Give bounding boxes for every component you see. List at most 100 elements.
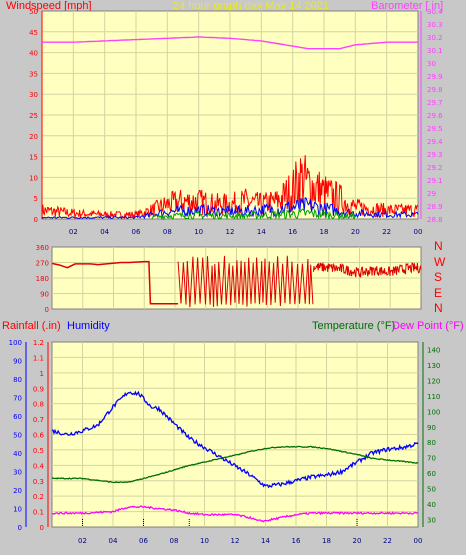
baro-y-tick: 30.4: [427, 8, 443, 16]
wind-y-tick: 45: [29, 29, 38, 37]
dew-point-label: Dew Point (°F): [392, 320, 464, 332]
temp-y-tick: 30: [427, 516, 436, 524]
compass-n-top: N: [434, 239, 443, 253]
th-x-tick: 16: [292, 537, 301, 545]
temp-y-tick: 130: [427, 362, 440, 370]
humidity-y-tick: 40: [13, 450, 22, 458]
wind-x-tick: 20: [351, 228, 360, 236]
direction-chart: 0 90 180 270 360: [36, 244, 422, 314]
rain-y-tick: 0.8: [33, 401, 44, 409]
temp-y-tick: 80: [427, 439, 436, 447]
temp-y-tick: 60: [427, 470, 436, 478]
baro-y-tick: 30: [427, 60, 436, 68]
wind-chart: 0 5 10 15 20 25 30 35 40 45 50 02 04 06 08 10 12 14 16 18 20…: [29, 8, 443, 236]
wind-x-tick: 12: [226, 228, 235, 236]
baro-y-tick: 30.2: [427, 34, 443, 42]
direction-y-tick: 180: [36, 275, 49, 283]
dew-point-series: [52, 505, 419, 523]
wind-x-tick: 22: [382, 228, 391, 236]
direction-y-tick: 360: [36, 244, 49, 252]
temp-y-tick: 120: [427, 378, 440, 386]
baro-y-tick: 29.9: [427, 73, 443, 81]
th-x-tick: 22: [383, 537, 392, 545]
rain-y-tick: 1: [40, 370, 44, 378]
th-x-tick: 14: [261, 537, 270, 545]
humidity-y-tick: 10: [13, 506, 22, 514]
baro-y-tick: 29: [427, 190, 436, 198]
wind-y-tick: 35: [29, 70, 38, 78]
rain-y-tick: 0.1: [33, 509, 44, 517]
rain-y-tick: 0.4: [33, 462, 45, 470]
temp-y-tick: 70: [427, 455, 436, 463]
temp-y-tick: 40: [427, 501, 436, 509]
humidity-y-tick: 90: [13, 358, 22, 366]
baro-y-tick: 29.6: [427, 112, 443, 120]
th-x-tick: 04: [109, 537, 118, 545]
compass-s: S: [434, 270, 443, 284]
temp-y-tick: 100: [427, 408, 440, 416]
baro-y-tick: 28.9: [427, 203, 443, 211]
temp-y-tick: 90: [427, 424, 436, 432]
wind-x-tick: 14: [257, 228, 266, 236]
wind-y-tick: 10: [29, 174, 38, 182]
barometer-title: Barometer [ in]: [371, 0, 444, 12]
wind-x-tick: 04: [100, 228, 109, 236]
rainfall-label: Rainfall (.in): [2, 320, 61, 332]
baro-y-tick: 29.5: [427, 125, 443, 133]
th-x-tick: 20: [353, 537, 362, 545]
wind-y-tick: 40: [29, 50, 38, 58]
humidity-y-tick: 0: [18, 524, 22, 532]
baro-y-tick: 29.2: [427, 164, 443, 172]
rain-y-tick: 0.5: [33, 447, 44, 455]
humidity-y-tick: 30: [13, 469, 22, 477]
direction-y-tick: 270: [36, 260, 49, 268]
rain-y-tick: 0.7: [33, 416, 44, 424]
windspeed-title: Windspeed [mph]: [6, 0, 92, 12]
wind-y-tick: 30: [29, 91, 38, 99]
rain-y-tick: 1.2: [33, 339, 44, 347]
rain-y-tick: 0.9: [33, 385, 44, 393]
wind-y-tick: 15: [29, 154, 38, 162]
wind-y-tick: 20: [29, 133, 38, 141]
th-x-tick: 18: [322, 537, 331, 545]
temperature-label: Temperature (°F): [312, 320, 396, 332]
wind-y-tick: 50: [29, 8, 38, 16]
temperature-series: [51, 445, 419, 484]
th-x-tick: 08: [170, 537, 179, 545]
wind-x-tick: 18: [320, 228, 329, 236]
th-x-tick: 02: [78, 537, 87, 545]
wind-x-tick: 16: [288, 228, 297, 236]
compass-labels: N W S E N: [434, 239, 448, 317]
compass-e: E: [434, 285, 443, 300]
temp-y-tick: 110: [427, 393, 440, 401]
rain-y-tick: 0.6: [33, 432, 45, 440]
th-x-tick: 00: [414, 537, 423, 545]
baro-y-tick: 29.7: [427, 99, 443, 107]
baro-y-tick: 29.1: [427, 177, 443, 185]
rain-y-tick: 0: [40, 524, 44, 532]
th-x-tick: 12: [231, 537, 240, 545]
rain-y-tick: 0.3: [33, 478, 44, 486]
baro-y-tick: 29.4: [427, 138, 443, 146]
temp-y-tick: 140: [427, 347, 440, 355]
wind-x-tick: 06: [132, 228, 141, 236]
baro-y-tick: 30.1: [427, 47, 443, 55]
direction-y-tick: 90: [40, 291, 49, 299]
direction-y-tick: 0: [45, 306, 49, 314]
wind-y-tick: 5: [34, 195, 38, 203]
humidity-y-tick: 70: [13, 395, 22, 403]
rain-y-tick: 1.1: [33, 354, 44, 362]
compass-n-bottom: N: [434, 301, 443, 315]
wind-x-tick: 08: [163, 228, 172, 236]
baro-y-tick: 29.3: [427, 151, 443, 159]
rain-y-tick: 0.2: [33, 493, 44, 501]
humidity-y-tick: 80: [13, 376, 22, 384]
humidity-y-tick: 50: [13, 432, 22, 440]
direction-variable-series: [177, 255, 314, 308]
baro-y-tick: 29.8: [427, 86, 443, 94]
humidity-label: Humidity: [67, 320, 110, 332]
temp-y-tick: 50: [427, 485, 436, 493]
wind-y-tick: 25: [29, 112, 38, 120]
compass-w: W: [434, 254, 446, 269]
